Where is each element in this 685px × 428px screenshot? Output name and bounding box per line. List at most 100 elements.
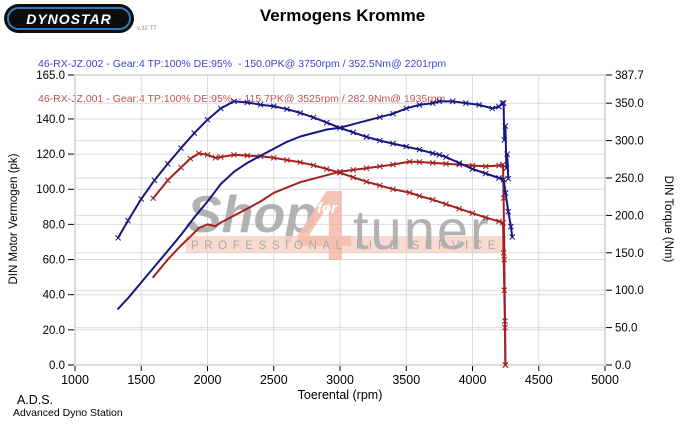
watermark-tuner: tuner xyxy=(353,198,491,261)
torque-run-002-marker xyxy=(469,166,476,172)
watermark: Shop 4 for tuner PROFESSIONAL FILE SERVI… xyxy=(186,170,506,282)
torque-run-002-marker xyxy=(217,105,224,112)
torque-run-002-marker xyxy=(390,140,396,147)
power-run-002-marker xyxy=(403,105,410,112)
torque-run-001-marker xyxy=(150,195,157,202)
torque-run-001-marker xyxy=(195,150,202,157)
torque-run-001-marker xyxy=(284,157,290,164)
torque-run-002-marker xyxy=(376,137,383,144)
power-run-002-marker xyxy=(462,100,469,107)
power-run-002-marker xyxy=(499,100,506,107)
y-tick-label-left: 20.0 xyxy=(43,325,65,337)
y-tick-label-left: 60.0 xyxy=(43,255,65,267)
y-tick-label-left: 40.0 xyxy=(43,290,65,302)
x-axis-label: Toerental (rpm) xyxy=(297,388,383,402)
torque-run-002-marker xyxy=(429,150,436,157)
legend: 46-RX-JZ.002 - Gear:4 TP:100% DE:95% - 1… xyxy=(38,36,446,128)
torque-run-001-marker xyxy=(350,174,357,181)
watermark-band-text: PROFESSIONAL FILE SERVICE xyxy=(191,240,501,252)
torque-run-002-marker xyxy=(115,234,122,241)
power-run-002-marker xyxy=(503,165,510,172)
power-run-002-marker xyxy=(390,110,396,117)
x-tick-label: 3500 xyxy=(392,373,420,387)
power-run-002-marker xyxy=(416,101,423,108)
x-tick-label: 5000 xyxy=(591,373,619,387)
x-tick-label: 2500 xyxy=(260,373,288,387)
y-tick-label-left: 120.0 xyxy=(36,149,65,161)
x-tick-label: 1000 xyxy=(61,373,89,387)
torque-run-002-marker xyxy=(257,101,264,108)
power-run-001-marker xyxy=(502,318,508,325)
power-run-001-marker xyxy=(363,165,370,172)
torque-run-002-marker xyxy=(500,176,507,183)
torque-run-002-marker xyxy=(403,143,410,150)
torque-run-001-marker xyxy=(469,210,476,217)
y-tick-label-right: 387.7 xyxy=(615,70,644,82)
torque-run-001-marker xyxy=(323,166,330,172)
torque-run-001-marker xyxy=(429,196,436,203)
torque-run-001-marker xyxy=(217,154,224,161)
torque-run-001-curve xyxy=(152,152,507,366)
torque-run-002-marker xyxy=(231,98,238,105)
power-run-002-marker xyxy=(376,114,383,121)
power-run-002-marker xyxy=(504,151,511,158)
torque-run-001-marker xyxy=(406,189,413,196)
logo-version-text: v.32 TT xyxy=(137,26,157,32)
watermark-four: 4 xyxy=(296,170,352,282)
torque-run-002-marker xyxy=(505,208,512,215)
y-tick-label-right: 300.0 xyxy=(615,136,644,148)
tick-layer: 1000 1500 2000 2500 3000 3500 4000 4500 5000 165.… xyxy=(36,70,644,387)
torque-run-002-marker xyxy=(436,151,443,158)
y-tick-label-left: 0.0 xyxy=(49,360,65,372)
y-tick-label-left: 80.0 xyxy=(43,219,65,231)
torque-run-002-marker xyxy=(138,195,145,202)
x-tick-label: 3000 xyxy=(326,373,354,387)
torque-run-002-marker xyxy=(363,133,370,140)
y-tick-label-right: 350.0 xyxy=(615,98,644,110)
logo-text: DYNOSTAR xyxy=(26,10,112,27)
torque-run-002-marker xyxy=(310,114,317,121)
power-run-002-marker xyxy=(501,137,508,143)
power-run-001-marker xyxy=(337,168,343,175)
x-tick-label: 2000 xyxy=(194,373,222,387)
legend-run-001: 46-RX-JZ.001 - Gear:4 TP:100% DE:95% - 1… xyxy=(38,92,446,105)
torque-run-001-marker xyxy=(244,152,251,159)
torque-run-001-marker xyxy=(187,155,194,162)
power-run-001-marker xyxy=(406,158,413,165)
torque-run-002-marker xyxy=(178,145,184,152)
power-run-001-marker xyxy=(390,161,396,168)
torque-run-002-marker xyxy=(502,190,509,196)
y-tick-label-right: 50.0 xyxy=(615,323,637,335)
watermark-band-bg xyxy=(186,236,506,253)
power-run-002-marker xyxy=(500,100,507,107)
torque-run-002-marker xyxy=(164,160,171,167)
y-tick-label-right: 250.0 xyxy=(615,173,644,185)
power-run-002-marker xyxy=(449,98,456,105)
power-run-001-marker xyxy=(482,163,489,170)
torque-run-001-marker xyxy=(416,192,423,199)
y-tick-label-right: 200.0 xyxy=(615,210,644,222)
watermark-shop: Shop xyxy=(187,186,317,244)
torque-run-002-marker xyxy=(509,234,516,241)
torque-run-002-marker xyxy=(350,129,357,136)
torque-run-001-marker xyxy=(482,214,489,221)
torque-run-002-marker xyxy=(323,119,330,126)
power-run-002-marker xyxy=(429,100,436,107)
torque-run-002-marker xyxy=(443,154,449,161)
curve-layer xyxy=(115,98,516,368)
power-run-002-marker xyxy=(436,98,443,105)
torque-run-001-marker xyxy=(390,186,396,193)
legend-run-002: 46-RX-JZ.002 - Gear:4 TP:100% DE:95% - 1… xyxy=(38,58,447,70)
torque-run-001-marker xyxy=(443,201,449,208)
dynostar-logo: DYNOSTAR xyxy=(4,4,134,33)
x-tick-label: 1500 xyxy=(127,373,155,387)
torque-run-002-marker xyxy=(151,177,158,184)
plot-border xyxy=(74,74,606,366)
power-run-001-marker xyxy=(429,159,436,166)
watermark-for: for xyxy=(317,200,338,217)
y-tick-label-right: 150.0 xyxy=(615,248,644,260)
torque-run-001-marker xyxy=(204,151,211,158)
power-run-002-marker xyxy=(489,105,496,112)
power-run-001-marker xyxy=(443,160,449,167)
